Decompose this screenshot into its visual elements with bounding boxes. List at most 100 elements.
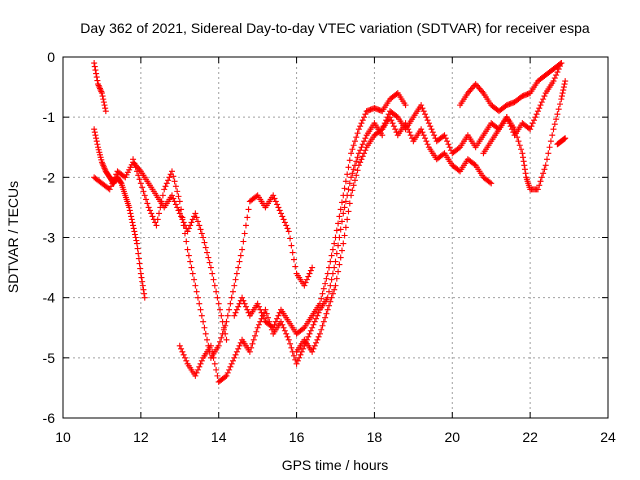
data-point (139, 282, 146, 289)
data-point (512, 130, 519, 137)
data-point (233, 348, 240, 355)
data-point (422, 111, 429, 118)
data-point (278, 318, 284, 325)
data-point (214, 372, 221, 379)
data-point (316, 300, 323, 307)
data-point (285, 336, 292, 343)
data-point (137, 265, 144, 272)
data-point (232, 276, 239, 283)
data-point (149, 213, 156, 220)
data-point (138, 274, 145, 281)
data-point (192, 210, 199, 217)
data-point (219, 330, 226, 337)
data-point (515, 138, 522, 145)
data-point (176, 198, 183, 205)
series-track-7 (293, 114, 495, 355)
data-point (242, 303, 249, 310)
data-point (172, 201, 179, 208)
data-point (185, 252, 192, 259)
data-point (420, 132, 427, 139)
data-point (248, 344, 255, 351)
data-point (175, 193, 182, 200)
data-point (236, 258, 243, 265)
data-point (183, 238, 190, 245)
data-point (98, 90, 105, 97)
data-point (271, 195, 278, 202)
data-point (94, 141, 101, 148)
data-point (217, 306, 224, 313)
data-point (329, 246, 336, 253)
data-point (170, 173, 177, 180)
data-point (342, 198, 349, 205)
series-track-11 (554, 135, 569, 148)
data-point (100, 99, 107, 106)
data-point (194, 294, 201, 301)
series-track-3 (91, 159, 230, 343)
data-point (338, 199, 345, 206)
data-point (255, 303, 262, 310)
data-point (359, 141, 366, 148)
data-point (127, 210, 134, 217)
series-track-9 (457, 60, 565, 115)
data-point (558, 96, 565, 103)
data-marks (91, 60, 569, 385)
data-point (553, 116, 560, 123)
data-point (200, 318, 207, 325)
data-point (231, 354, 238, 361)
data-point (227, 300, 234, 307)
data-point (209, 348, 216, 355)
data-point (133, 237, 140, 244)
data-point (320, 318, 327, 325)
data-point (196, 363, 203, 370)
data-point (348, 192, 355, 199)
data-point (178, 345, 185, 352)
data-point (165, 177, 172, 184)
data-point (232, 309, 239, 316)
data-point (331, 264, 338, 271)
data-point (340, 210, 347, 217)
data-point (181, 354, 188, 361)
data-point (488, 180, 495, 187)
data-point (202, 330, 209, 337)
data-point (328, 252, 335, 259)
data-point (322, 280, 329, 287)
data-point (320, 285, 327, 292)
data-point (335, 242, 342, 249)
data-point (250, 336, 257, 343)
x-axis-label: GPS time / hours (282, 457, 389, 473)
data-point (340, 192, 347, 199)
data-point (341, 204, 348, 211)
data-point (279, 321, 286, 328)
grid-lines (63, 57, 608, 418)
data-point (419, 105, 426, 112)
data-point (314, 336, 321, 343)
data-point (471, 161, 478, 168)
data-point (283, 222, 290, 229)
data-point (132, 231, 139, 238)
data-point (275, 204, 282, 211)
data-point (130, 156, 137, 163)
data-point (178, 206, 185, 213)
data-point (380, 123, 387, 130)
data-point (229, 288, 236, 295)
data-point (335, 220, 342, 227)
data-point (520, 158, 527, 165)
data-point (223, 372, 230, 379)
data-point (93, 70, 100, 77)
data-point (534, 108, 541, 115)
data-point (162, 183, 169, 190)
data-point (226, 306, 233, 313)
data-point (169, 192, 175, 199)
data-point (257, 318, 264, 325)
data-point (361, 114, 368, 121)
data-point (176, 210, 183, 217)
data-point (346, 157, 353, 164)
series-track-1 (91, 60, 109, 115)
data-point (253, 193, 260, 200)
data-point (172, 183, 179, 190)
data-point (175, 207, 182, 214)
data-point (314, 312, 321, 319)
data-point (445, 141, 452, 148)
data-point (446, 144, 453, 151)
